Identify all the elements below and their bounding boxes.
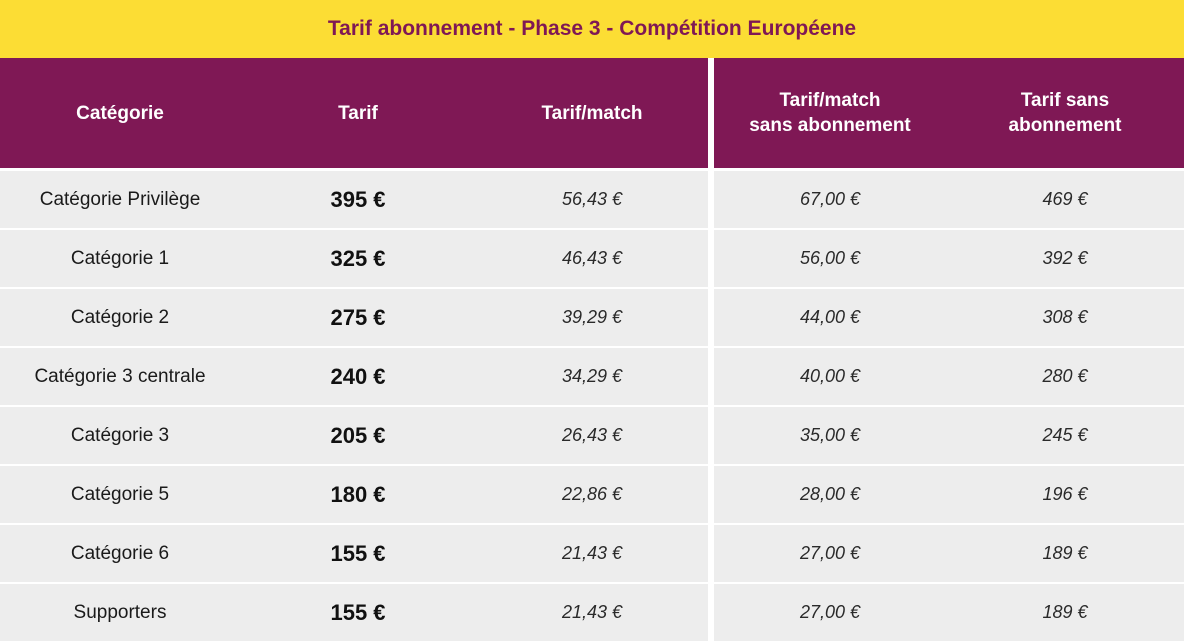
cell-tarif-match: 21,43 € [561,543,623,563]
header-group-no-subscription: Tarif/match sans abonnement Tarif sans a… [714,58,1184,168]
cell-tarif-match-sans: 28,00 € [799,484,861,504]
table-row: Catégorie 5 180 € 22,86 € 28,00 € 196 € [0,466,1184,523]
cell-tarif-sans: 196 € [1042,484,1088,504]
cell-tarif: 240 € [330,363,386,389]
cell-tarif-sans: 469 € [1042,189,1088,209]
header-group-subscription: Catégorie Tarif Tarif/match [0,58,708,168]
table-title: Tarif abonnement - Phase 3 - Compétition… [0,0,1184,58]
cell-tarif-sans: 280 € [1042,366,1088,386]
cell-tarif: 180 € [330,481,386,507]
header-tarif-sans-line2: abonnement [1008,115,1122,136]
cell-tarif-match-sans: 27,00 € [799,602,861,622]
cell-tarif-match-sans: 44,00 € [799,307,861,327]
cell-tarif-match: 56,43 € [561,189,623,209]
cell-tarif-match: 26,43 € [561,425,623,445]
cell-tarif: 395 € [330,186,386,212]
cell-tarif: 325 € [330,245,386,271]
table-row: Catégorie Privilège 395 € 56,43 € 67,00 … [0,171,1184,228]
cell-tarif-sans: 189 € [1042,543,1088,563]
header-tarif-match-sans-line2: sans abonnement [749,115,911,136]
table-row: Catégorie 3 centrale 240 € 34,29 € 40,00… [0,348,1184,405]
cell-categorie: Catégorie Privilège [39,188,201,210]
cell-tarif: 275 € [330,304,386,330]
cell-categorie: Supporters [73,601,167,623]
cell-tarif-match-sans: 67,00 € [799,189,861,209]
header-tarif: Tarif [338,102,378,124]
cell-tarif-match: 34,29 € [561,366,623,386]
cell-tarif-sans: 392 € [1042,248,1088,268]
header-tarif-match-sans-abonnement: Tarif/match sans abonnement [714,58,946,168]
column-group-divider [708,58,714,644]
header-categorie: Catégorie [76,102,164,124]
header-tarif-sans-abonnement: Tarif sans abonnement [946,58,1184,168]
cell-tarif-sans: 189 € [1042,602,1088,622]
table-row: Catégorie 2 275 € 39,29 € 44,00 € 308 € [0,289,1184,346]
table-row: Supporters 155 € 21,43 € 27,00 € 189 € [0,584,1184,641]
cell-categorie: Catégorie 1 [70,247,170,269]
header-tarif-match-sans-line1: Tarif/match [779,90,881,111]
cell-categorie: Catégorie 3 centrale [34,365,206,387]
cell-categorie: Catégorie 2 [70,306,170,328]
cell-tarif-match: 46,43 € [561,248,623,268]
cell-tarif-match: 22,86 € [561,484,623,504]
cell-tarif-sans: 245 € [1042,425,1088,445]
cell-categorie: Catégorie 6 [70,542,170,564]
header-tarif-match: Tarif/match [541,102,643,124]
cell-tarif-match-sans: 27,00 € [799,543,861,563]
table-row: Catégorie 6 155 € 21,43 € 27,00 € 189 € [0,525,1184,582]
cell-tarif-match-sans: 56,00 € [799,248,861,268]
cell-tarif: 205 € [330,422,386,448]
table-row: Catégorie 3 205 € 26,43 € 35,00 € 245 € [0,407,1184,464]
table-row: Catégorie 1 325 € 46,43 € 56,00 € 392 € [0,230,1184,287]
cell-tarif-match: 21,43 € [561,602,623,622]
cell-categorie: Catégorie 5 [70,483,170,505]
cell-tarif-match: 39,29 € [561,307,623,327]
header-tarif-sans-line1: Tarif sans [1020,90,1110,111]
cell-tarif: 155 € [330,540,386,566]
cell-tarif-sans: 308 € [1042,307,1088,327]
cell-tarif-match-sans: 35,00 € [799,425,861,445]
cell-categorie: Catégorie 3 [70,424,170,446]
cell-tarif-match-sans: 40,00 € [799,366,861,386]
cell-tarif: 155 € [330,599,386,625]
